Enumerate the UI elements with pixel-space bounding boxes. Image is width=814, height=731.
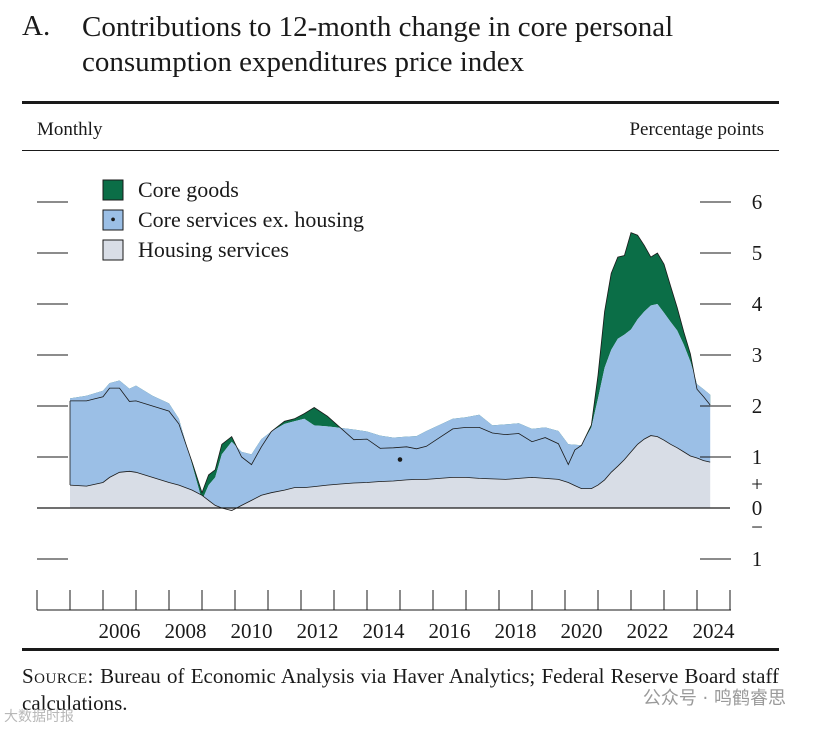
- x-tick-label: 2012: [297, 619, 339, 643]
- units-label: Percentage points: [629, 119, 764, 140]
- legend-swatch: [102, 179, 124, 201]
- zero-plus-mark: +: [751, 472, 763, 496]
- y-tick-label: 2: [752, 394, 763, 418]
- x-tick-label: 2018: [495, 619, 537, 643]
- x-tick-label: 2014: [363, 619, 406, 643]
- y-tick-label: 1: [752, 547, 763, 571]
- x-tick-label: 2024: [693, 619, 736, 643]
- source-note: Source: Bureau of Economic Analysis via …: [22, 663, 779, 717]
- y-tick-label: 6: [752, 190, 763, 214]
- chart-title: Contributions to 12-month change in core…: [82, 11, 674, 78]
- x-tick-label: 2022: [627, 619, 669, 643]
- x-tick-label: 2020: [561, 619, 603, 643]
- x-tick-label: 2008: [165, 619, 207, 643]
- x-tick-label: 2016: [429, 619, 471, 643]
- y-tick-label: 0: [752, 496, 763, 520]
- header-rule: [22, 150, 779, 151]
- x-tick-label: 2006: [99, 619, 141, 643]
- panel-letter: A.: [22, 10, 51, 42]
- outline-housing: [69, 435, 711, 512]
- legend: Core goods • Core services ex. housing Hous…: [102, 177, 364, 262]
- legend-label: Housing services: [138, 237, 289, 262]
- y-tick-label: 4: [752, 292, 763, 316]
- series-housing-services: [70, 435, 711, 511]
- series-core-services: [70, 304, 711, 511]
- watermark-left: 大数据时报: [4, 709, 74, 725]
- top-rule: [22, 101, 779, 104]
- source-label: Source:: [22, 664, 94, 688]
- bottom-rule: [22, 648, 779, 651]
- zero-minus-mark: −: [751, 515, 763, 539]
- y-tick-label: 5: [752, 241, 763, 265]
- source-text: Bureau of Economic Analysis via Haver An…: [22, 664, 779, 715]
- legend-marker: •: [110, 212, 116, 229]
- x-tick-label: 2010: [231, 619, 273, 643]
- legend-label: Core goods: [138, 177, 239, 202]
- y-tick-label: 3: [752, 343, 763, 367]
- outline-total: [70, 232, 711, 494]
- legend-label: Core services ex. housing: [138, 207, 364, 232]
- y-axis: 6 5 4 3 2 1 0 1 + −: [37, 190, 763, 571]
- chart-series-group: [69, 232, 711, 512]
- watermark: 公众号 · 鸣鹤睿思: [642, 688, 786, 709]
- frequency-label: Monthly: [37, 119, 103, 140]
- x-axis: 2006 2008 2010 2012 2014 2016 2018 2020 2022 2024: [36, 590, 736, 643]
- legend-swatch: [102, 239, 124, 261]
- y-tick-label: 1: [752, 445, 763, 469]
- annotation-dot: [397, 457, 403, 462]
- legend-swatch: [102, 209, 124, 231]
